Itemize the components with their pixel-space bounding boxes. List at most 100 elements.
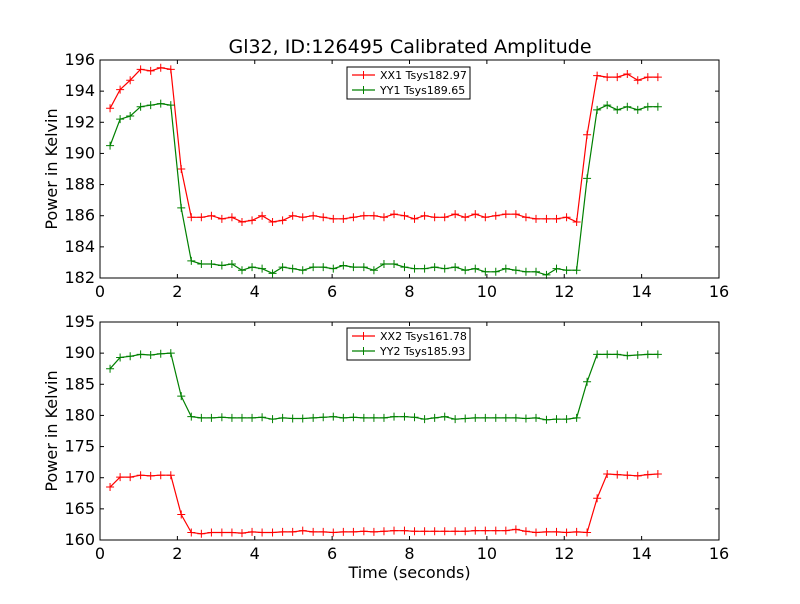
- data-point: [319, 263, 328, 272]
- data-point: [136, 471, 145, 480]
- x-tick-label: 6: [327, 544, 337, 563]
- data-point: [461, 266, 470, 275]
- data-point: [633, 76, 642, 85]
- legend-label: XX1 Tsys182.97: [380, 69, 467, 82]
- data-point: [613, 105, 622, 114]
- data-point: [400, 211, 409, 220]
- data-point: [177, 165, 186, 173]
- data-point: [379, 259, 388, 268]
- data-point: [319, 213, 328, 222]
- data-point: [410, 413, 419, 422]
- data-point: [653, 73, 662, 82]
- data-point: [187, 412, 196, 421]
- data-point: [166, 349, 175, 358]
- data-point: [217, 528, 226, 537]
- data-point: [248, 413, 257, 422]
- y-tick-label: 192: [64, 112, 95, 131]
- x-tick-label: 12: [554, 544, 574, 563]
- data-point: [116, 353, 125, 362]
- data-point: [258, 413, 267, 422]
- data-point: [572, 527, 581, 536]
- data-point: [430, 413, 439, 422]
- data-point: [471, 210, 480, 219]
- data-point: [410, 264, 419, 273]
- data-point: [461, 213, 470, 222]
- legend: XX2 Tsys161.78 YY2 Tsys185.93: [346, 327, 471, 361]
- data-point: [451, 210, 460, 219]
- x-tick-label: 4: [250, 544, 260, 563]
- data-point: [633, 471, 642, 480]
- data-point: [217, 261, 226, 270]
- data-point: [207, 528, 216, 537]
- data-point: [583, 377, 592, 386]
- data-point: [532, 413, 541, 422]
- data-point: [288, 211, 297, 220]
- x-tick-label: 10: [477, 544, 497, 563]
- data-point: [288, 264, 297, 273]
- data-point: [583, 174, 592, 183]
- x-tick-label: 14: [631, 282, 651, 301]
- data-point: [156, 99, 165, 108]
- plot-panel-2: 0 2 4 6 8 10 12 14 16 160 165 170 175 180 185 190 195 Pow…: [42, 312, 729, 582]
- data-point: [258, 264, 267, 273]
- data-point: [562, 266, 571, 275]
- data-point: [532, 214, 541, 223]
- data-point: [187, 256, 196, 265]
- data-point: [166, 65, 175, 74]
- data-point: [379, 213, 388, 222]
- data-point: [156, 63, 165, 72]
- y-tick-label: 175: [64, 437, 95, 456]
- data-point: [268, 217, 277, 226]
- data-point: [177, 392, 186, 401]
- data-point: [451, 263, 460, 272]
- x-tick-label: 16: [709, 282, 729, 301]
- data-point: [420, 211, 429, 220]
- data-point: [329, 214, 338, 223]
- data-point: [278, 527, 287, 536]
- data-point: [379, 413, 388, 422]
- data-point: [440, 213, 449, 222]
- data-point: [329, 528, 338, 537]
- data-point: [278, 263, 287, 272]
- data-point: [511, 413, 520, 422]
- plot-panel-1: 0 2 4 6 8 10 12 14 16 182 184 186 188 190 192 194 196 Pow…: [42, 50, 729, 301]
- data-point: [653, 102, 662, 111]
- data-point: [572, 266, 581, 275]
- data-point: [146, 101, 155, 110]
- data-point: [237, 266, 246, 275]
- data-point: [461, 527, 470, 536]
- y-tick-label: 185: [64, 374, 95, 393]
- series-line-2: [109, 352, 658, 421]
- data-point: [593, 350, 602, 359]
- data-point: [451, 415, 460, 424]
- data-point: [207, 413, 216, 422]
- data-point: [603, 101, 612, 110]
- data-point: [177, 510, 186, 519]
- data-point: [471, 264, 480, 273]
- data-point: [643, 470, 652, 479]
- data-point: [633, 351, 642, 360]
- data-point: [248, 527, 257, 536]
- data-point: [521, 414, 530, 423]
- data-point: [116, 115, 125, 124]
- x-tick-label: 0: [95, 282, 105, 301]
- data-point: [603, 350, 612, 359]
- data-point: [603, 469, 612, 478]
- x-tick-label: 8: [404, 282, 414, 301]
- data-point: [471, 413, 480, 422]
- data-point: [501, 210, 510, 219]
- y-tick-label: 190: [64, 143, 95, 162]
- data-point: [227, 528, 236, 537]
- data-point: [613, 350, 622, 359]
- y-axis-label: Power in Kelvin: [42, 370, 61, 491]
- data-point: [501, 413, 510, 422]
- data-point: [187, 213, 196, 222]
- data-point: [400, 526, 409, 535]
- data-point: [227, 413, 236, 422]
- data-point: [410, 527, 419, 536]
- data-point: [116, 473, 125, 482]
- data-point: [430, 213, 439, 222]
- data-point: [521, 527, 530, 536]
- data-point: [369, 527, 378, 536]
